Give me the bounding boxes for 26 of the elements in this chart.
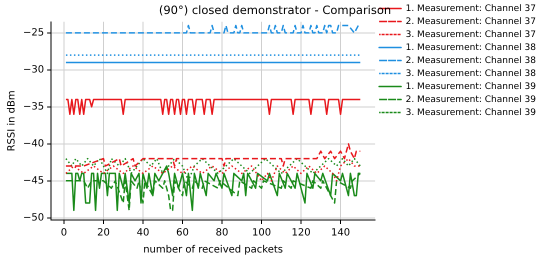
y-tick-label: −40 [22, 138, 44, 150]
x-tick-label: 120 [291, 228, 311, 239]
x-axis-title: number of received packets [143, 244, 284, 256]
x-tick-label: 60 [176, 228, 189, 239]
legend-label: 2. Measurement: Channel 39 [406, 94, 536, 105]
x-tick-label: 0 [60, 228, 68, 239]
y-tick-label: −35 [22, 101, 44, 112]
legend-label: 1. Measurement: Channel 37 [406, 4, 536, 14]
legend-label: 3. Measurement: Channel 37 [406, 30, 536, 40]
legend-label: 3. Measurement: Channel 38 [406, 68, 536, 79]
x-tick-label: 100 [252, 228, 272, 239]
x-tick-label: 140 [330, 228, 350, 239]
y-tick-label: −25 [22, 27, 44, 38]
legend-label: 2. Measurement: Channel 37 [406, 16, 536, 27]
chart-title: (90°) closed demonstrator - Comparison [158, 2, 392, 17]
x-tick-label: 20 [97, 228, 110, 239]
legend-label: 1. Measurement: Channel 39 [406, 82, 536, 92]
legend-label: 1. Measurement: Channel 38 [406, 42, 536, 53]
y-tick-label: −50 [22, 212, 44, 224]
x-tick-label: 40 [136, 228, 150, 239]
x-tick-label: 80 [216, 228, 228, 239]
y-axis-title: RSSI in dBm [6, 90, 18, 152]
legend-label: 3. Measurement: Channel 39 [406, 108, 536, 118]
legend-label: 2. Measurement: Channel 38 [406, 56, 536, 66]
y-tick-label: −30 [22, 64, 44, 76]
y-tick-label: −45 [22, 175, 44, 186]
